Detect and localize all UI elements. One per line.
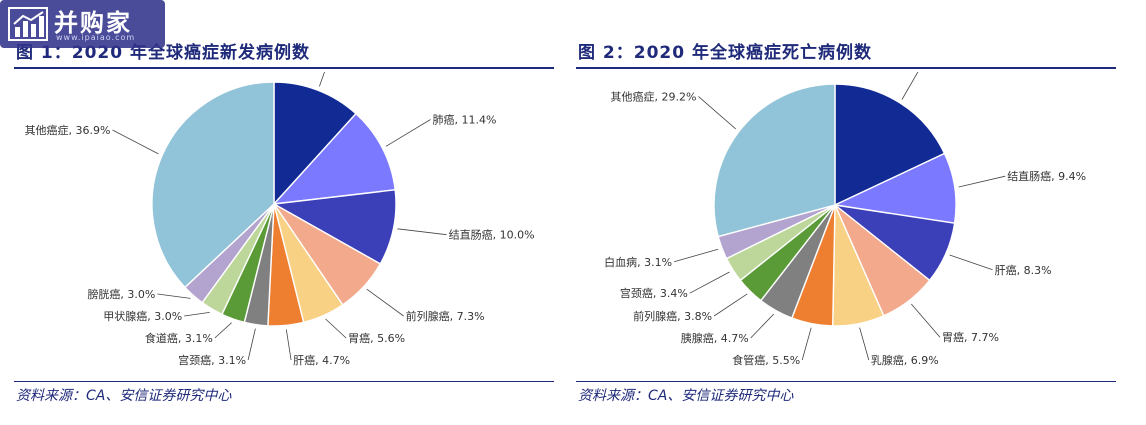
- pie-chart-deaths: 肺癌, 18.0%结直肠癌, 9.4%肝癌, 8.3%胃癌, 7.7%乳腺癌, …: [604, 72, 1086, 367]
- leader-line: [901, 72, 919, 100]
- watermark-brand: 并购家: [54, 9, 132, 37]
- slice-label: 膀胱癌, 3.0%: [87, 287, 155, 301]
- leader-line: [910, 303, 941, 338]
- pie-chart-new-cases: 乳腺癌, 11.7%肺癌, 11.4%结直肠癌, 10.0%前列腺癌, 7.3%…: [25, 72, 535, 367]
- leader-line: [247, 328, 256, 361]
- slice-label: 其他癌症, 29.2%: [610, 89, 696, 103]
- chart-title: 图 2：2020 年全球癌症死亡病例数: [578, 43, 872, 63]
- slice-label: 胰腺癌, 4.7%: [681, 331, 749, 345]
- leader-line: [949, 254, 993, 271]
- slice-label: 乳腺癌, 6.9%: [871, 353, 939, 367]
- leader-line: [214, 322, 232, 339]
- slice-label: 肺癌, 11.4%: [433, 113, 497, 127]
- leader-line: [689, 271, 730, 294]
- leader-line: [325, 318, 347, 339]
- source-rule: [576, 381, 1116, 382]
- slice-label: 肝癌, 4.7%: [293, 353, 350, 367]
- leader-line: [385, 119, 431, 147]
- pie-slice: [273, 81, 357, 206]
- watermark-logo: 并购家 www.ipaiao.com: [0, 0, 165, 48]
- leader-line: [157, 293, 191, 299]
- source-rule: [14, 381, 554, 382]
- slice-label: 前列腺癌, 3.8%: [633, 309, 712, 323]
- leader-line: [958, 175, 1006, 188]
- leader-line: [801, 327, 812, 361]
- chart-panel-deaths: 图 2：2020 年全球癌症死亡病例数 肺癌, 18.0%结直肠癌, 9.4%肝…: [576, 0, 1116, 425]
- slice-label: 食管癌, 5.5%: [732, 353, 800, 367]
- pie-slice: [151, 81, 275, 289]
- pie-slice: [713, 83, 836, 238]
- pie-slice: [272, 112, 396, 205]
- chart-source: 资料来源：CA、安信证券研究中心: [16, 388, 232, 404]
- title-rule: [14, 67, 554, 69]
- leader-line: [859, 327, 870, 361]
- leader-line: [319, 72, 325, 87]
- slice-label: 宫颈癌, 3.4%: [620, 286, 688, 300]
- slice-label: 结直肠癌, 10.0%: [449, 228, 535, 242]
- slice-label: 前列腺癌, 7.3%: [406, 309, 485, 323]
- slice-label: 肝癌, 8.3%: [995, 263, 1052, 277]
- leader-line: [184, 312, 210, 317]
- slice-label: 甲状腺癌, 3.0%: [103, 309, 182, 323]
- slice-label: 其他癌症, 36.9%: [25, 123, 111, 137]
- leader-line: [397, 228, 447, 236]
- slice-label: 食道癌, 3.1%: [145, 331, 213, 345]
- slice-label: 胃癌, 5.6%: [348, 331, 405, 345]
- slice-label: 结直肠癌, 9.4%: [1007, 169, 1086, 183]
- chart-title: 图 1：2020 年全球癌症新发病例数: [16, 43, 310, 63]
- slice-label: 宫颈癌, 3.1%: [178, 353, 246, 367]
- leader-line: [713, 293, 748, 317]
- leader-line: [750, 313, 775, 339]
- title-rule: [576, 67, 1116, 69]
- leader-line: [112, 129, 159, 155]
- bar-chart-icon: [8, 7, 48, 41]
- leader-line: [285, 329, 292, 361]
- chart-panel-new-cases: 图 1：2020 年全球癌症新发病例数 乳腺癌, 11.7%肺癌, 11.4%结…: [14, 0, 554, 425]
- leader-line: [673, 248, 719, 263]
- slice-label: 胃癌, 7.7%: [942, 330, 999, 344]
- pie-slice: [834, 83, 946, 207]
- leader-line: [366, 288, 404, 317]
- watermark-url: www.ipaiao.com: [56, 33, 136, 42]
- pie-slice: [271, 189, 397, 265]
- chart-source: 资料来源：CA、安信证券研究中心: [578, 388, 794, 404]
- leader-line: [698, 96, 737, 130]
- slice-label: 白血病, 3.1%: [604, 255, 672, 269]
